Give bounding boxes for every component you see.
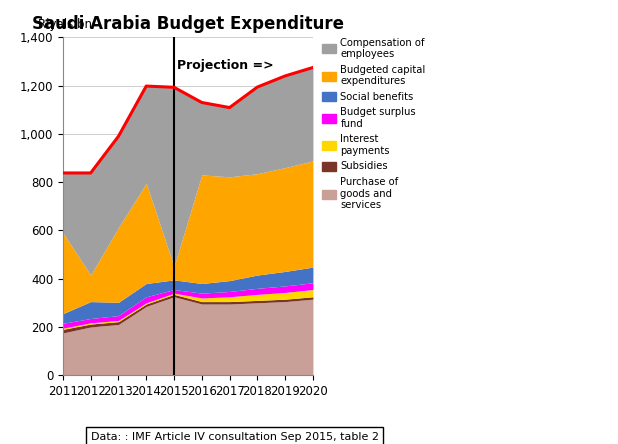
Text: Riyals bn: Riyals bn — [38, 18, 92, 31]
Text: Data: : IMF Article IV consultation Sep 2015, table 2: Data: : IMF Article IV consultation Sep … — [91, 432, 379, 442]
Legend: Compensation of
employees, Budgeted capital
expenditures, Social benefits, Budge: Compensation of employees, Budgeted capi… — [320, 36, 428, 212]
Title: Saudi Arabia Budget Expenditure: Saudi Arabia Budget Expenditure — [32, 15, 344, 33]
Text: Projection =>: Projection => — [177, 59, 273, 72]
